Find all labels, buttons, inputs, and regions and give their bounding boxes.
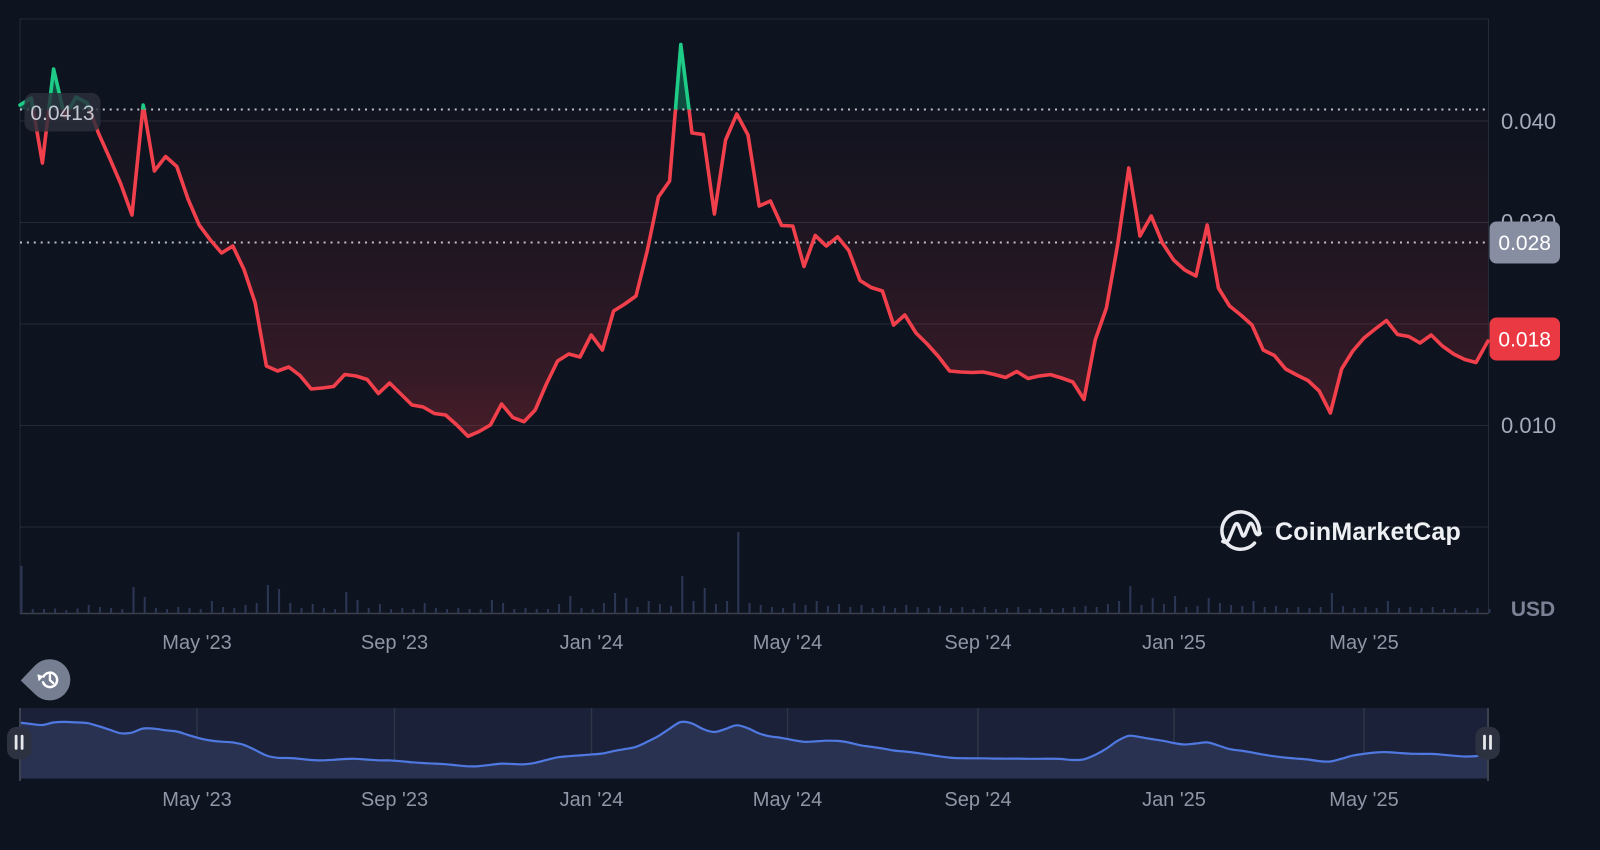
svg-text:0.018: 0.018 [1498,329,1551,352]
svg-text:Jan '24: Jan '24 [560,789,624,811]
svg-text:USD: USD [1511,598,1555,621]
svg-text:0.010: 0.010 [1501,413,1556,438]
svg-text:Jan '25: Jan '25 [1142,632,1206,654]
svg-text:Jan '24: Jan '24 [560,632,624,654]
svg-text:CoinMarketCap: CoinMarketCap [1275,518,1461,546]
svg-text:May '23: May '23 [162,632,231,654]
svg-text:Sep '23: Sep '23 [361,789,428,811]
svg-text:Sep '24: Sep '24 [944,632,1011,654]
svg-text:May '24: May '24 [753,789,822,811]
svg-text:0.028: 0.028 [1498,232,1551,255]
svg-text:May '25: May '25 [1329,789,1398,811]
svg-text:May '23: May '23 [162,789,231,811]
svg-text:Sep '23: Sep '23 [361,632,428,654]
svg-text:May '25: May '25 [1329,632,1398,654]
svg-text:0.040: 0.040 [1501,109,1556,134]
svg-text:Jan '25: Jan '25 [1142,789,1206,811]
svg-text:0.0413: 0.0413 [30,102,94,125]
svg-text:Sep '24: Sep '24 [944,789,1011,811]
svg-text:May '24: May '24 [753,632,822,654]
